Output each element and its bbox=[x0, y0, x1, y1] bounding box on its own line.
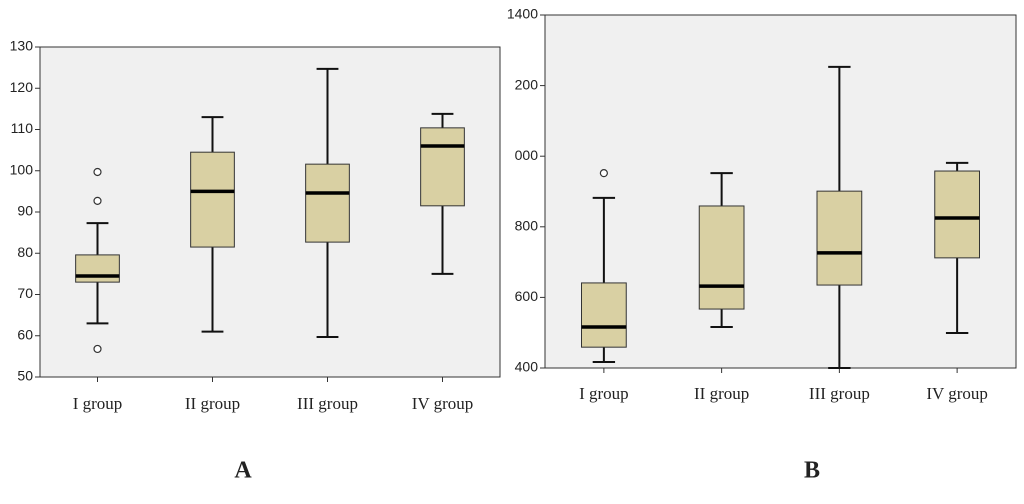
y-tick-label: 110 bbox=[11, 120, 34, 136]
x-tick-label: I group bbox=[73, 394, 123, 413]
y-tick-label: 80 bbox=[17, 244, 33, 260]
x-tick-label: I group bbox=[579, 384, 629, 403]
x-tick-label: IV group bbox=[412, 394, 474, 413]
plot-area bbox=[39, 46, 501, 378]
y-tick-label: 800 bbox=[515, 218, 539, 234]
outlier bbox=[599, 169, 608, 178]
y-tick-label: 000 bbox=[515, 147, 539, 163]
y-tick-label: 70 bbox=[17, 285, 33, 301]
y-tick-label: 1400 bbox=[507, 6, 538, 22]
outlier bbox=[93, 196, 102, 205]
panel-label: A bbox=[234, 458, 252, 484]
y-tick-label: 400 bbox=[515, 359, 539, 375]
y-tick-label: 130 bbox=[10, 38, 34, 54]
box bbox=[420, 127, 465, 207]
box bbox=[75, 254, 120, 283]
box bbox=[190, 151, 235, 248]
x-tick-label: II group bbox=[185, 394, 240, 413]
box bbox=[934, 170, 980, 259]
box bbox=[816, 190, 863, 286]
y-tick-label: 90 bbox=[17, 203, 33, 219]
y-tick-label: 60 bbox=[17, 326, 33, 342]
y-tick-label: 200 bbox=[515, 76, 539, 92]
panel-label: B bbox=[804, 458, 820, 484]
y-tick-label: 600 bbox=[515, 288, 539, 304]
outlier bbox=[93, 167, 102, 177]
outlier bbox=[93, 344, 102, 354]
box bbox=[698, 205, 745, 310]
box bbox=[305, 163, 350, 243]
y-tick-label: 120 bbox=[10, 79, 34, 95]
x-tick-label: II group bbox=[694, 384, 749, 403]
y-tick-label: 100 bbox=[10, 161, 34, 177]
box bbox=[581, 282, 627, 348]
x-tick-label: III group bbox=[297, 394, 358, 413]
x-tick-label: IV group bbox=[926, 384, 988, 403]
y-tick-label: 50 bbox=[17, 368, 33, 384]
x-tick-label: III group bbox=[809, 384, 870, 403]
